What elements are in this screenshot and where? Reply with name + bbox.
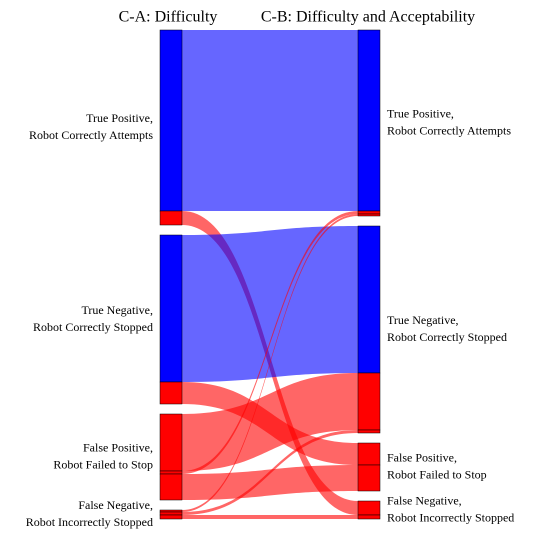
node-label: True Negative, xyxy=(81,303,153,317)
node-label: False Negative, xyxy=(387,493,462,507)
link xyxy=(182,373,358,471)
node-segment xyxy=(159,511,183,516)
link xyxy=(182,430,358,515)
node-segment xyxy=(159,514,183,520)
node-label: True Positive, xyxy=(387,106,454,120)
node-segment xyxy=(159,473,183,501)
node-segment xyxy=(159,210,183,226)
node-segment xyxy=(357,500,381,516)
link xyxy=(182,214,358,512)
node-label: Robot Incorrectly Stopped xyxy=(26,515,153,529)
node-segment xyxy=(159,234,183,383)
node-segment xyxy=(357,225,381,374)
node-label: Robot Incorrectly Stopped xyxy=(387,510,514,524)
links xyxy=(182,30,358,519)
link xyxy=(182,211,358,474)
node-segment xyxy=(357,514,381,520)
node-label: True Positive, xyxy=(86,111,153,125)
node-segment xyxy=(159,413,183,472)
node-label: Robot Failed to Stop xyxy=(53,457,153,471)
node-segment xyxy=(357,429,381,434)
node-segment xyxy=(357,372,381,431)
node-label: False Positive, xyxy=(83,440,153,454)
node-segment xyxy=(159,381,183,405)
node-label: False Negative, xyxy=(78,498,153,512)
node-segment xyxy=(357,29,381,212)
node-segment xyxy=(159,29,183,212)
node-segment xyxy=(357,213,381,217)
link xyxy=(182,515,358,519)
node-segment xyxy=(159,470,183,475)
node-label: False Positive, xyxy=(387,450,457,464)
link xyxy=(182,465,358,500)
node-segment xyxy=(357,464,381,492)
node-segment xyxy=(357,442,381,466)
node-label: True Negative, xyxy=(387,313,459,327)
nodes xyxy=(159,29,381,520)
node-label: Robot Correctly Stopped xyxy=(387,330,507,344)
column-title: C-B: Difficulty and Acceptability xyxy=(261,9,475,26)
node-segment xyxy=(357,210,381,215)
node-label: Robot Failed to Stop xyxy=(387,467,487,481)
link xyxy=(182,30,358,211)
node-segment xyxy=(159,509,183,513)
node-label: Robot Correctly Attempts xyxy=(29,128,153,142)
node-label: Robot Correctly Attempts xyxy=(387,123,511,137)
column-title: C-A: Difficulty xyxy=(119,9,218,26)
node-label: Robot Correctly Stopped xyxy=(33,320,153,334)
link xyxy=(182,226,358,382)
